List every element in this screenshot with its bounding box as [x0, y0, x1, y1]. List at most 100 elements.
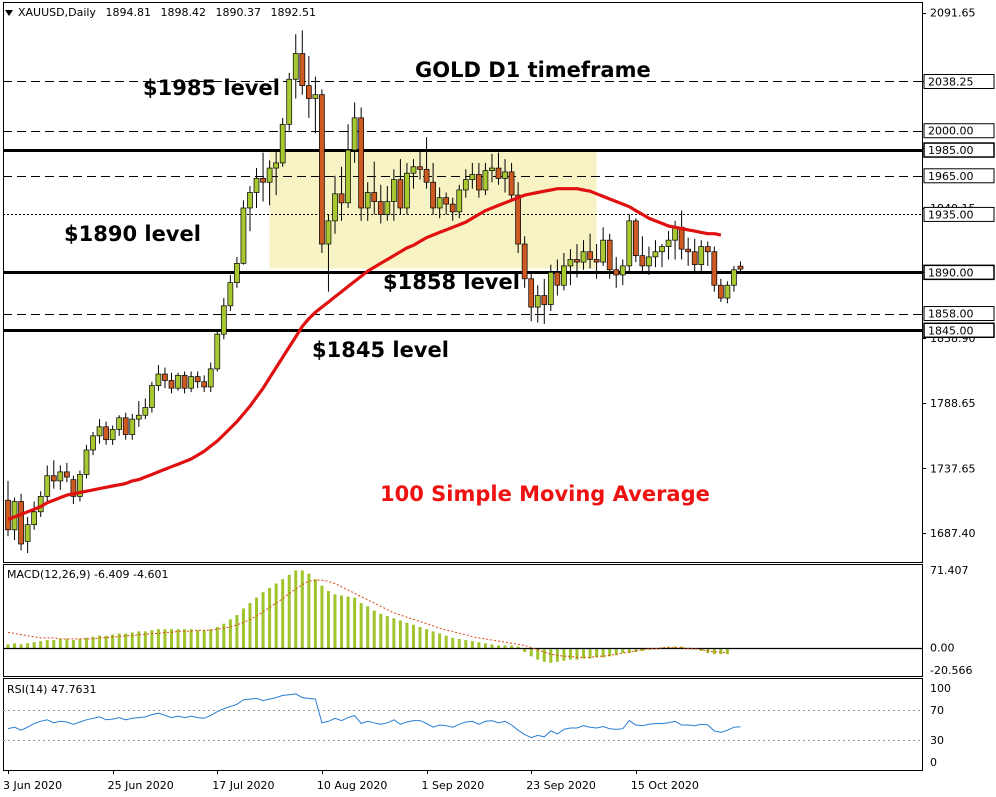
- macd-tick-label: 0.00: [930, 642, 955, 655]
- candle-body: [260, 178, 266, 183]
- candle-body: [449, 203, 456, 213]
- candle-body: [234, 262, 240, 283]
- candle-body: [456, 189, 463, 213]
- candle-body: [18, 501, 24, 545]
- candle-body: [436, 197, 443, 209]
- high-value: 1898.42: [160, 6, 206, 19]
- macd-histogram-bar: [117, 633, 121, 649]
- candle-body: [220, 305, 227, 335]
- candle-body: [70, 479, 77, 497]
- macd-histogram-bar: [346, 596, 350, 649]
- candle-body: [384, 201, 391, 215]
- x-tick-label: 10 Aug 2020: [317, 779, 387, 792]
- macd-histogram-bar: [307, 573, 311, 649]
- candle-body: [593, 259, 600, 263]
- macd-histogram-bar: [627, 648, 631, 654]
- chart-header: XAUUSD,Daily 1894.81 1898.42 1890.37 189…: [18, 6, 322, 19]
- rsi-name: RSI(14): [7, 683, 48, 696]
- macd-histogram-bar: [294, 570, 298, 649]
- macd-histogram-bar: [274, 583, 278, 649]
- candle-body: [469, 174, 476, 181]
- candle-body: [44, 475, 51, 497]
- candle-body: [443, 197, 450, 205]
- candle-body: [391, 179, 397, 202]
- candle-body: [476, 174, 482, 191]
- macd-histogram-bar: [176, 629, 180, 649]
- candle-body: [214, 333, 221, 370]
- x-tick-label: 25 Jun 2020: [108, 779, 174, 792]
- macd-histogram-bar: [470, 641, 474, 649]
- macd-histogram-bar: [320, 585, 324, 649]
- candle-body: [299, 53, 306, 87]
- candle-body: [155, 373, 162, 386]
- macd-histogram-bar: [170, 629, 173, 649]
- close-value: 1892.51: [270, 6, 316, 19]
- candle-body: [632, 220, 639, 256]
- candle-body: [286, 78, 293, 125]
- macd-histogram-bar: [215, 626, 219, 649]
- macd-histogram-bar: [542, 648, 546, 662]
- rsi-tick-label: 0: [930, 756, 937, 769]
- low-value: 1890.37: [215, 6, 261, 19]
- macd-histogram-bar: [549, 648, 553, 663]
- macd-histogram-bar: [137, 631, 141, 649]
- rsi-tick-label: 70: [930, 704, 944, 717]
- candle-body: [711, 251, 718, 286]
- macd-histogram-bar: [621, 648, 625, 654]
- candle-body: [266, 167, 273, 183]
- macd-histogram-bar: [392, 618, 396, 649]
- y-tick-label: 1687.40: [930, 527, 976, 540]
- candle-body: [613, 269, 620, 276]
- annotation-1845: $1845 level: [312, 338, 449, 362]
- macd-histogram-bar: [26, 643, 30, 649]
- candle-body: [495, 167, 502, 179]
- macd-histogram-bar: [268, 587, 272, 649]
- macd-histogram-bar: [32, 642, 36, 649]
- macd-histogram-bar: [39, 641, 43, 649]
- candle-body: [489, 167, 495, 171]
- macd-histogram-bar: [196, 630, 200, 649]
- candle-body: [737, 265, 744, 270]
- pane-frame-1: [3, 2, 923, 563]
- macd-histogram-bar: [719, 648, 723, 655]
- candle-body: [194, 376, 201, 383]
- candle-body: [704, 246, 711, 253]
- macd-histogram-bar: [287, 574, 291, 649]
- candle-body: [554, 271, 561, 286]
- candle-body: [103, 426, 109, 441]
- macd-histogram-bar: [104, 635, 108, 649]
- chart-title: GOLD D1 timeframe: [415, 58, 651, 82]
- candle-body: [515, 194, 521, 245]
- level-label: 1935.00: [928, 208, 974, 221]
- candle-body: [462, 179, 469, 191]
- macd-histogram-bar: [228, 619, 232, 649]
- candle-body: [240, 207, 247, 264]
- candle-body: [665, 239, 672, 247]
- macd-histogram-bar: [359, 603, 363, 649]
- candle-body: [31, 511, 38, 526]
- x-tick-label: 1 Sep 2020: [422, 779, 485, 792]
- macd-histogram-bar: [84, 637, 88, 649]
- x-tick-label: 17 Jul 2020: [212, 779, 274, 792]
- macd-histogram-bar: [313, 579, 317, 649]
- macd-histogram-bar: [235, 615, 239, 649]
- candle-body: [129, 418, 136, 435]
- macd-histogram-bar: [457, 638, 461, 649]
- candle-body: [574, 259, 580, 263]
- candle-body: [482, 170, 489, 191]
- candle-body: [685, 248, 692, 253]
- macd-histogram-bar: [725, 648, 729, 655]
- annotation-1985: $1985 level: [143, 76, 280, 100]
- candle-body: [77, 474, 83, 497]
- candle-body: [149, 385, 155, 408]
- collapse-triangle-icon[interactable]: [5, 10, 13, 16]
- level-label-box: [923, 206, 995, 222]
- candle-body: [377, 201, 384, 215]
- macd-histogram-bar: [673, 646, 677, 649]
- level-label-box: [923, 123, 995, 139]
- macd-histogram-bar: [163, 629, 167, 649]
- macd-histogram-bar: [340, 595, 344, 649]
- macd-histogram-bar: [209, 629, 213, 649]
- macd-histogram-bar: [124, 633, 128, 649]
